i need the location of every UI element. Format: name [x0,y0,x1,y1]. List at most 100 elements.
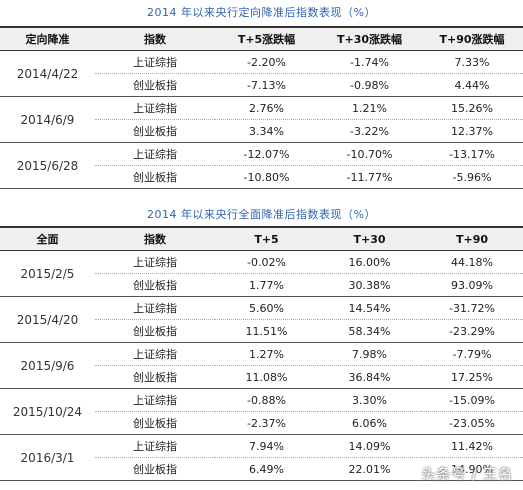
t90-cell: 44.18% [421,250,523,274]
t90-cell: 7.33% [421,50,523,74]
table1-title: 2014 年以来央行定向降准后指数表现（%） [147,6,376,19]
table-row: 2016/3/1 上证综指 7.94% 14.09% 11.42% [0,434,523,481]
date-cell: 2016/3/1 [0,434,95,481]
t5-cell: 1.77% [215,273,318,297]
t5-cell: -0.88% [215,388,318,412]
t90-cell: -15.09% [421,388,523,412]
table-body: 2015/2/5 上证综指 -0.02% 16.00% 44.18% 创业板指 1.77% 3… [0,250,523,481]
table-row: 创业板指 11.08% 36.84% 17.25% [0,365,523,389]
t5-cell: -12.07% [215,142,318,166]
index-cell: 上证综指 [95,50,215,74]
t5-cell: 1.27% [215,342,318,366]
header-t90: T+90 [421,226,523,251]
t5-cell: -0.02% [215,250,318,274]
date-cell: 2015/10/24 [0,388,95,435]
table-row: 创业板指 3.34% -3.22% 12.37% [0,119,523,143]
t30-cell: 16.00% [318,250,421,274]
date-cell: 2015/4/20 [0,296,95,343]
table-row: 创业板指 11.51% 58.34% -23.29% [0,319,523,343]
t5-cell: -7.13% [215,73,318,97]
table-header-row: 定向降准 指数 T+5涨跌幅 T+30涨跌幅 T+90涨跌幅 [0,26,523,51]
t30-cell: -11.77% [318,165,421,189]
table-row: 2015/2/5 上证综指 -0.02% 16.00% 44.18% [0,250,523,297]
table-row: 2015/4/20 上证综指 5.60% 14.54% -31.72% [0,296,523,343]
table-row: 创业板指 1.77% 30.38% 93.09% [0,273,523,297]
table-row: 创业板指 6.49% 22.01% 14.90% [0,457,523,481]
table-row: 创业板指 -7.13% -0.98% 4.44% [0,73,523,97]
date-cell: 2015/9/6 [0,342,95,389]
t90-cell: 4.44% [421,73,523,97]
t90-cell: -23.29% [421,319,523,343]
header-index: 指数 [95,26,215,51]
watermark: 头条号 / 王名 [421,467,513,483]
header-date: 定向降准 [0,26,95,51]
index-cell: 创业板指 [95,119,215,143]
t30-cell: 58.34% [318,319,421,343]
t5-cell: -2.20% [215,50,318,74]
t90-cell: 14.90% [421,457,523,481]
table-row: 2015/6/28 上证综指 -12.07% -10.70% -13.17% [0,142,523,189]
date-cell: 2015/6/28 [0,142,95,189]
index-cell: 创业板指 [95,457,215,481]
t90-cell: 93.09% [421,273,523,297]
t30-cell: 6.06% [318,411,421,435]
t30-cell: 22.01% [318,457,421,481]
targeted-rrr-cut-table: 定向降准 指数 T+5涨跌幅 T+30涨跌幅 T+90涨跌幅 2014/4/22… [0,26,523,189]
index-cell: 上证综指 [95,250,215,274]
index-cell: 上证综指 [95,142,215,166]
t30-cell: 7.98% [318,342,421,366]
t30-cell: 14.54% [318,296,421,320]
header-index: 指数 [95,226,215,251]
header-t30: T+30 [318,226,421,251]
index-cell: 上证综指 [95,296,215,320]
index-cell: 创业板指 [95,73,215,97]
index-cell: 创业板指 [95,165,215,189]
header-t5: T+5 [215,226,318,251]
t5-cell: 7.94% [215,434,318,458]
t90-cell: -13.17% [421,142,523,166]
t90-cell: -31.72% [421,296,523,320]
index-cell: 创业板指 [95,319,215,343]
t5-cell: 5.60% [215,296,318,320]
date-cell: 2014/6/9 [0,96,95,143]
table-row: 2015/10/24 上证综指 -0.88% 3.30% -15.09% [0,388,523,435]
t30-cell: -1.74% [318,50,421,74]
index-cell: 上证综指 [95,342,215,366]
t90-cell: -5.96% [421,165,523,189]
t5-cell: 3.34% [215,119,318,143]
t90-cell: -7.79% [421,342,523,366]
index-cell: 上证综指 [95,434,215,458]
t30-cell: 3.30% [318,388,421,412]
table-body: 2014/4/22 上证综指 -2.20% -1.74% 7.33% 创业板指 -7.13%… [0,50,523,189]
header-date: 全面 [0,226,95,251]
index-cell: 创业板指 [95,365,215,389]
index-cell: 创业板指 [95,273,215,297]
t5-cell: -2.37% [215,411,318,435]
t30-cell: -3.22% [318,119,421,143]
t30-cell: 36.84% [318,365,421,389]
date-cell: 2014/4/22 [0,50,95,97]
header-t30: T+30涨跌幅 [318,26,421,51]
table-row: 2014/4/22 上证综指 -2.20% -1.74% 7.33% [0,50,523,97]
t5-cell: 11.08% [215,365,318,389]
index-cell: 创业板指 [95,411,215,435]
index-cell: 上证综指 [95,388,215,412]
t30-cell: -0.98% [318,73,421,97]
table-header-row: 全面 指数 T+5 T+30 T+90 [0,226,523,251]
t5-cell: 6.49% [215,457,318,481]
table2-title: 2014 年以来央行全面降准后指数表现（%） [147,208,376,221]
t90-cell: 17.25% [421,365,523,389]
table-row: 2015/9/6 上证综指 1.27% 7.98% -7.79% [0,342,523,389]
t30-cell: -10.70% [318,142,421,166]
t90-cell: -23.05% [421,411,523,435]
index-cell: 上证综指 [95,96,215,120]
date-cell: 2015/2/5 [0,250,95,297]
t30-cell: 1.21% [318,96,421,120]
t30-cell: 30.38% [318,273,421,297]
table-row: 创业板指 -10.80% -11.77% -5.96% [0,165,523,189]
t5-cell: 2.76% [215,96,318,120]
header-t5: T+5涨跌幅 [215,26,318,51]
t90-cell: 15.26% [421,96,523,120]
t5-cell: 11.51% [215,319,318,343]
t90-cell: 11.42% [421,434,523,458]
